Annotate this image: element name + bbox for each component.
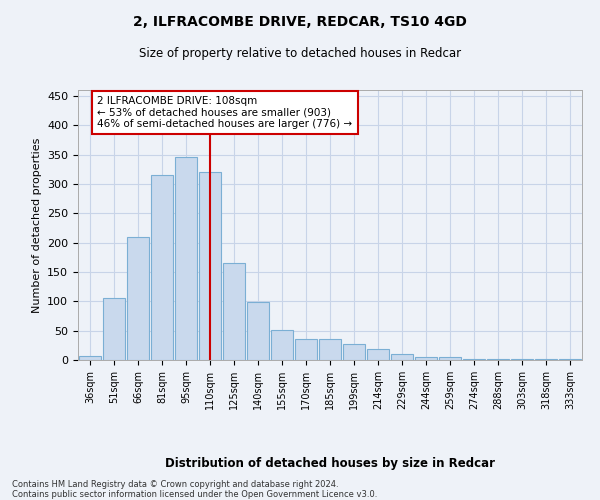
Bar (223, 263, 245, 360)
Bar (271, 330, 293, 360)
Bar (199, 172, 221, 360)
Bar (391, 354, 413, 360)
Bar (559, 359, 581, 360)
Bar (295, 339, 317, 360)
Bar (79, 356, 101, 360)
Bar (343, 344, 365, 360)
Bar (127, 236, 149, 360)
Bar (175, 158, 197, 360)
Bar (319, 339, 341, 360)
Text: Contains HM Land Registry data © Crown copyright and database right 2024.
Contai: Contains HM Land Registry data © Crown c… (12, 480, 377, 500)
Text: Distribution of detached houses by size in Redcar: Distribution of detached houses by size … (165, 458, 495, 470)
Bar (415, 357, 437, 360)
Text: 2 ILFRACOMBE DRIVE: 108sqm
← 53% of detached houses are smaller (903)
46% of sem: 2 ILFRACOMBE DRIVE: 108sqm ← 53% of deta… (97, 96, 352, 129)
Bar (463, 359, 485, 360)
Bar (367, 350, 389, 360)
Text: Size of property relative to detached houses in Redcar: Size of property relative to detached ho… (139, 48, 461, 60)
Bar (151, 175, 173, 360)
Text: 2, ILFRACOMBE DRIVE, REDCAR, TS10 4GD: 2, ILFRACOMBE DRIVE, REDCAR, TS10 4GD (133, 15, 467, 29)
Bar (247, 302, 269, 360)
Bar (103, 298, 125, 360)
Y-axis label: Number of detached properties: Number of detached properties (32, 138, 41, 312)
Bar (439, 357, 461, 360)
